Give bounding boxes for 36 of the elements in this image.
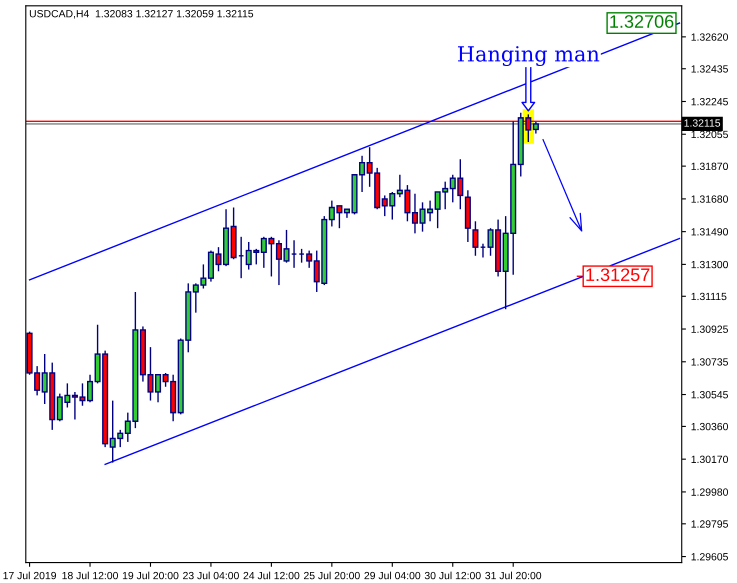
y-tick-label: 1.30170 xyxy=(692,456,728,464)
candlestick xyxy=(480,243,486,258)
y-tick-label: 1.31870 xyxy=(692,162,728,170)
x-tick-label: 24 Jul 12:00 xyxy=(244,572,300,580)
y-tick-label: 1.31490 xyxy=(692,228,728,236)
y-tick-label: 1.32435 xyxy=(692,65,728,73)
x-tick-label: 18 Jul 12:00 xyxy=(62,572,118,580)
y-tick-label: 1.32055 xyxy=(692,130,728,138)
ref-line-label: 1.32115 xyxy=(684,119,720,127)
y-tick-label: 1.30925 xyxy=(692,326,728,333)
chart-title: USDCAD,H4 1.32083 1.32127 1.32059 1.32115 xyxy=(30,10,254,19)
y-tick-label: 1.29795 xyxy=(692,520,728,528)
x-tick-label: 19 Jul 20:00 xyxy=(122,572,178,580)
y-tick-label: 1.32245 xyxy=(692,98,728,106)
candlestick xyxy=(472,220,478,256)
y-tick-label: 1.30735 xyxy=(692,358,728,366)
y-tick-label: 1.30360 xyxy=(692,422,728,430)
annotation: 1.32706 xyxy=(610,15,674,28)
annotation: Hanging man xyxy=(458,46,600,66)
x-tick-label: 29 Jul 04:00 xyxy=(364,572,420,580)
candlestick xyxy=(298,248,305,264)
x-tick-label: 30 Jul 12:00 xyxy=(424,572,481,580)
y-tick-label: 1.30545 xyxy=(692,391,728,398)
y-tick-label: 1.29605 xyxy=(692,553,728,560)
y-tick-label: 1.31115 xyxy=(692,292,726,300)
x-tick-label: 31 Jul 20:00 xyxy=(485,572,542,580)
annotation: 1.31257 xyxy=(586,268,650,282)
x-tick-label: 17 Jul 2019 xyxy=(3,572,56,580)
candlestick xyxy=(291,240,298,269)
y-tick-label: 1.29980 xyxy=(692,488,728,496)
x-tick-label: 23 Jul 04:00 xyxy=(183,572,239,580)
x-tick-label: 25 Jul 20:00 xyxy=(304,572,360,580)
y-tick-label: 1.31680 xyxy=(692,195,728,203)
y-tick-label: 1.31300 xyxy=(692,260,728,268)
candlestick xyxy=(238,236,244,279)
y-tick-label: 1.32620 xyxy=(692,33,728,41)
